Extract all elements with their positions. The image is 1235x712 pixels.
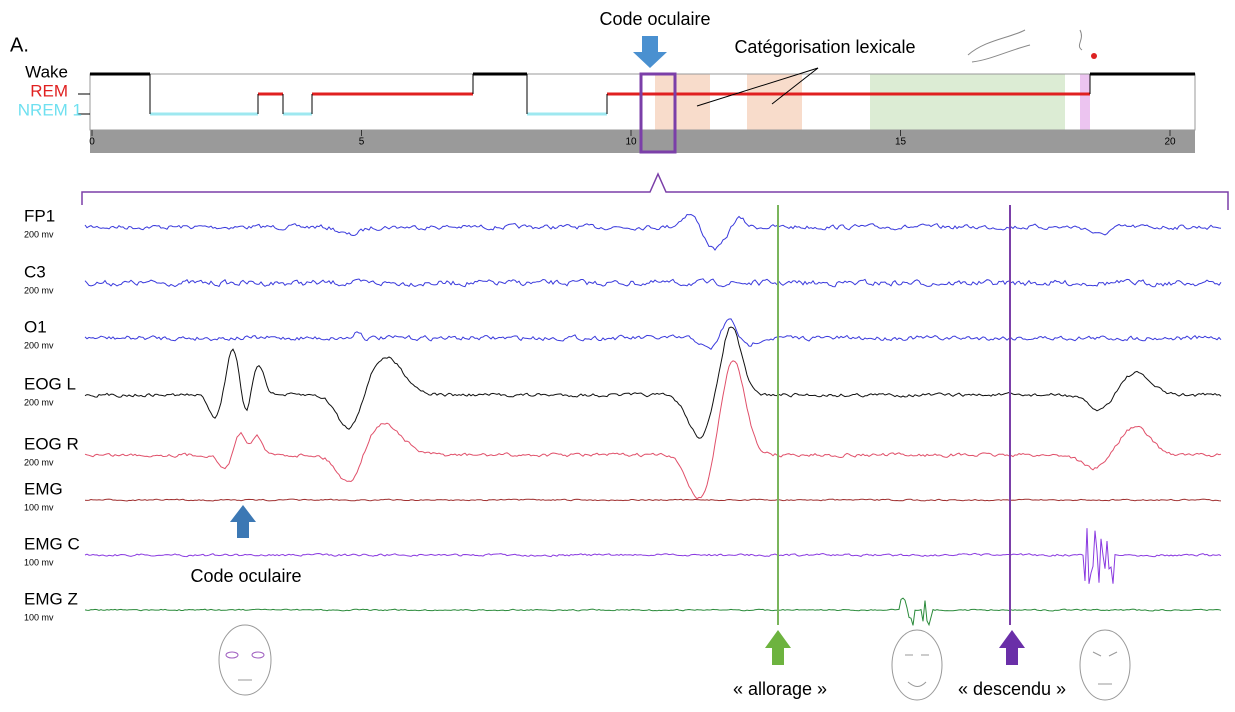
zoom-bracket xyxy=(81,172,1229,210)
annotation: « allorage » xyxy=(733,679,827,699)
stage-label: REM xyxy=(30,81,68,100)
channel-scale: 100 mv xyxy=(24,502,54,512)
channel-scale: 200 mv xyxy=(24,397,54,407)
signal-trace xyxy=(84,360,1222,500)
annotation: Code oculaire xyxy=(190,566,301,586)
signal-trace xyxy=(84,213,1222,251)
signal-trace xyxy=(84,528,1222,584)
channel-scale: 200 mv xyxy=(24,285,54,295)
signal-trace xyxy=(84,318,1222,351)
x-tick-label: 15 xyxy=(895,137,907,148)
arrow-up xyxy=(765,630,791,665)
channel-name: O1 xyxy=(24,317,47,336)
arrow-up xyxy=(230,505,256,538)
signal-trace xyxy=(84,597,1222,627)
pointer-line xyxy=(771,67,819,105)
signal-trace xyxy=(84,278,1222,288)
hand-icon xyxy=(967,29,1097,63)
x-tick-label: 20 xyxy=(1164,137,1176,148)
channel-scale: 200 mv xyxy=(24,457,54,467)
channel-scale: 200 mv xyxy=(24,340,54,350)
stage-label: Wake xyxy=(25,62,68,81)
x-tick-label: 5 xyxy=(359,137,365,148)
panel-label: A. xyxy=(10,34,29,56)
signal-trace xyxy=(84,326,1222,439)
channel-scale: 100 mv xyxy=(24,612,54,622)
x-tick-label: 0 xyxy=(89,137,95,148)
zoom-box xyxy=(639,72,677,154)
stage-label: NREM 1 xyxy=(18,100,82,119)
channel-name: EMG xyxy=(24,479,63,498)
annotation: Code oculaire xyxy=(599,9,710,29)
channel-name: C3 xyxy=(24,262,46,281)
channel-name: EOG L xyxy=(24,374,76,393)
hypnogram-steps xyxy=(90,72,1195,116)
channel-name: FP1 xyxy=(24,206,55,225)
channel-name: EMG Z xyxy=(24,589,78,608)
stage-ticks xyxy=(78,93,90,115)
face-icons xyxy=(218,624,1131,701)
x-tick-label: 10 xyxy=(625,137,637,148)
channel-name: EOG R xyxy=(24,434,79,453)
channel-scale: 100 mv xyxy=(24,557,54,567)
lexical-window xyxy=(655,74,710,130)
green-window xyxy=(870,74,1065,130)
annotation: Catégorisation lexicale xyxy=(734,37,915,57)
pointer-line xyxy=(696,67,819,107)
channel-scale: 200 mv xyxy=(24,229,54,239)
arrow-up xyxy=(999,630,1025,665)
arrow-down xyxy=(633,36,667,68)
channel-name: EMG C xyxy=(24,534,80,553)
annotation: « descendu » xyxy=(958,679,1066,699)
pink-window xyxy=(1080,74,1090,130)
signal-trace xyxy=(84,498,1222,502)
